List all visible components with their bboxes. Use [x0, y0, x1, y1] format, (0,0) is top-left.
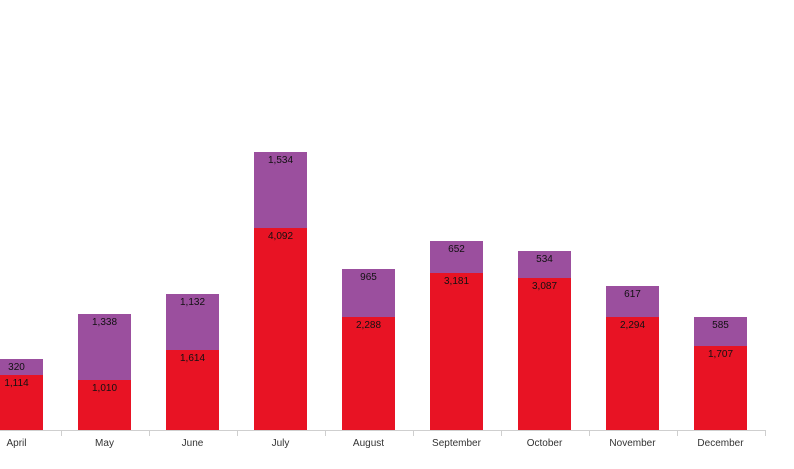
- bar-top-segment: 585: [694, 316, 747, 346]
- x-axis-category-label: May: [95, 438, 114, 449]
- x-axis-category-label: October: [526, 438, 563, 449]
- bar-top-segment: 320: [0, 359, 43, 375]
- bar-value-label: 652: [448, 243, 465, 255]
- x-axis-tick: [413, 430, 414, 436]
- bar-value-label: 617: [624, 289, 641, 301]
- x-axis-tick: [501, 430, 502, 436]
- bar-value-label: 2,288: [355, 320, 382, 332]
- bar-value-label: 534: [536, 254, 553, 266]
- bar-bottom-segment: 2,288: [342, 317, 395, 430]
- bar-value-label: 320: [8, 362, 25, 374]
- x-axis-line: [0, 430, 766, 431]
- x-axis-tick: [677, 430, 678, 436]
- x-axis-tick: [237, 430, 238, 436]
- x-axis-category-label: April: [6, 438, 27, 449]
- x-axis-category-label: July: [271, 438, 290, 449]
- bar-bottom-segment: 3,181: [430, 272, 483, 430]
- bar-bottom-segment: 4,092: [254, 228, 307, 430]
- bar-top-segment: 1,338: [78, 314, 131, 381]
- bar-top-segment: 617: [606, 286, 659, 317]
- x-axis-category-label: August: [352, 438, 385, 449]
- bar-value-label: 1,010: [91, 383, 118, 395]
- bar-value-label: 585: [712, 319, 729, 331]
- bar-value-label: 1,338: [91, 317, 118, 329]
- bar-value-label: 1,534: [267, 155, 294, 167]
- bar-top-segment: 1,132: [166, 294, 219, 351]
- bar-value-label: 1,132: [179, 297, 206, 309]
- x-axis-category-label: December: [697, 438, 744, 449]
- x-axis-tick: [61, 430, 62, 436]
- x-axis-category-label: November: [609, 438, 656, 449]
- x-axis-tick: [589, 430, 590, 436]
- x-axis-tick: [765, 430, 766, 436]
- bar-top-segment: 965: [342, 269, 395, 318]
- bar-value-label: 4,092: [267, 231, 294, 242]
- bar-value-label: 965: [360, 272, 377, 284]
- bar-bottom-segment: 1,614: [166, 350, 219, 430]
- bar-top-segment: 1,534: [254, 152, 307, 228]
- bar-value-label: 3,181: [443, 275, 470, 287]
- x-axis-category-label: September: [432, 438, 481, 449]
- bar-value-label: 1,114: [4, 378, 29, 389]
- bar-value-label: 1,707: [707, 348, 734, 360]
- x-axis-category-label: June: [181, 438, 204, 449]
- bar-top-segment: 534: [518, 251, 571, 278]
- x-axis-tick: [149, 430, 150, 436]
- bar-bottom-segment: 1,707: [694, 345, 747, 430]
- bar-bottom-segment: 3,087: [518, 277, 571, 430]
- x-axis-tick: [325, 430, 326, 436]
- bar-value-label: 2,294: [619, 319, 646, 331]
- bar-value-label: 1,614: [179, 353, 206, 365]
- bar-bottom-segment: 1,114: [0, 375, 43, 430]
- bar-bottom-segment: 2,294: [606, 316, 659, 430]
- bar-bottom-segment: 1,010: [78, 380, 131, 430]
- bar-value-label: 3,087: [531, 280, 558, 292]
- bar-top-segment: 652: [430, 240, 483, 273]
